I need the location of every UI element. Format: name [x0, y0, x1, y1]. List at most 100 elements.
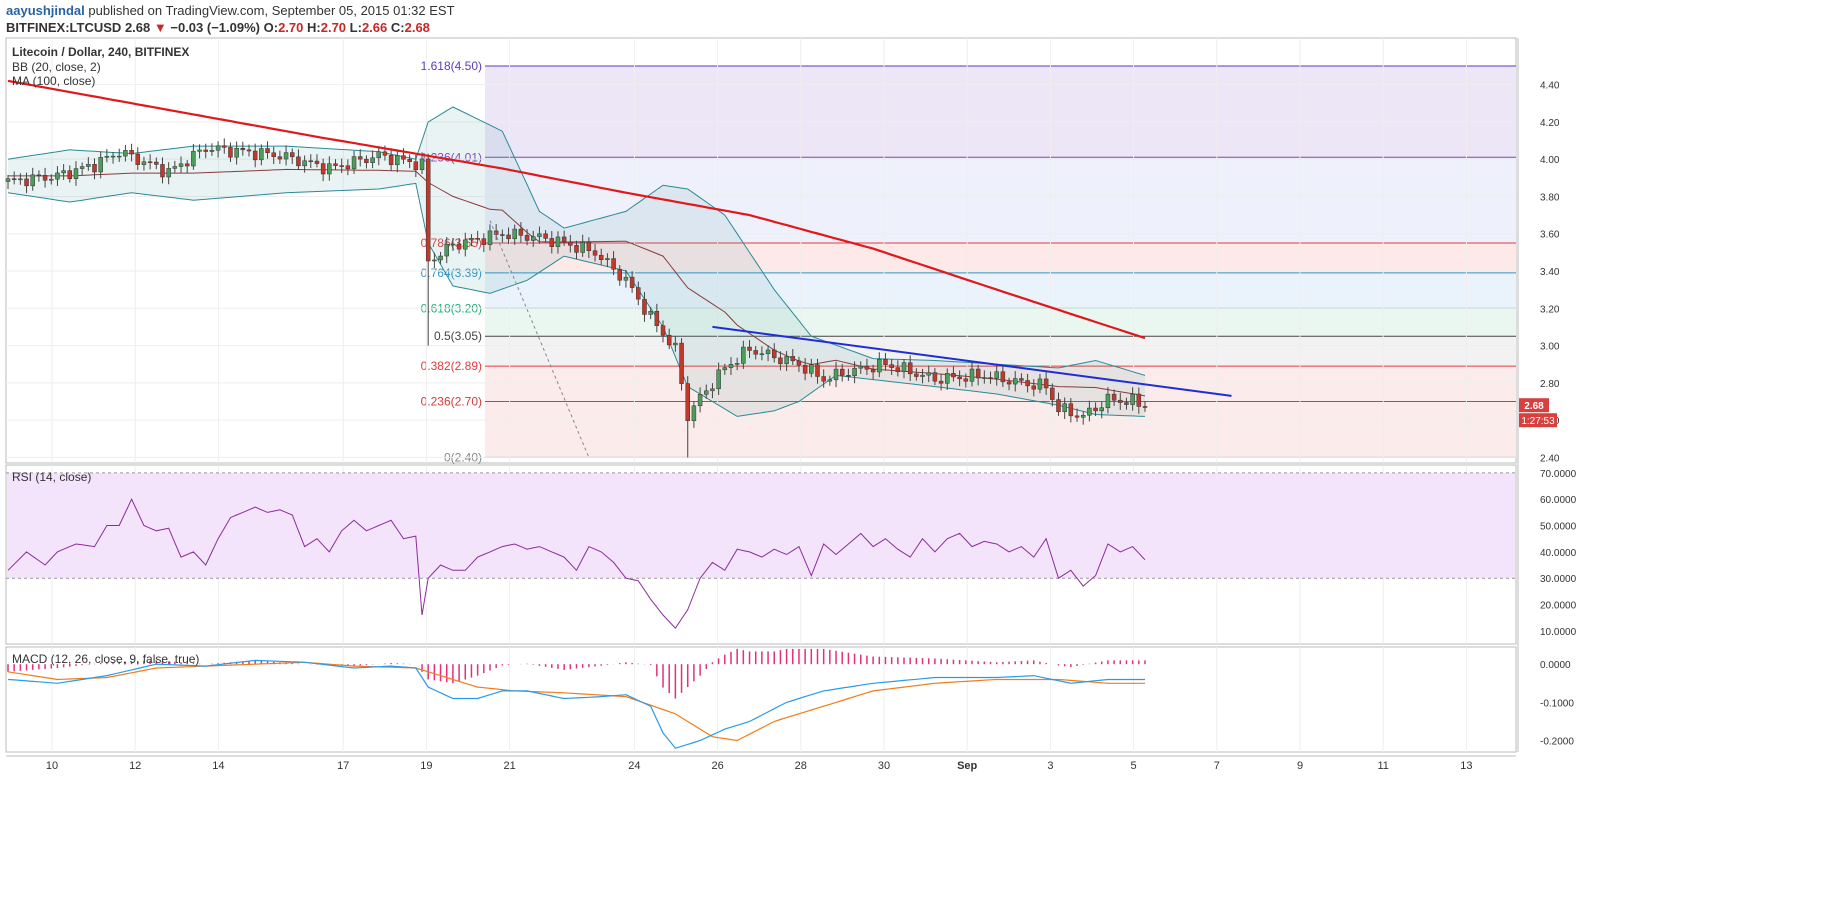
- symbol: BITFINEX:LTCUSD: [6, 20, 122, 35]
- candle-body: [1093, 407, 1098, 412]
- candle-body: [351, 156, 357, 170]
- candle-body: [296, 156, 301, 167]
- candle-body: [945, 373, 950, 384]
- fib-level-label: 1.236(4.01): [421, 150, 482, 164]
- x-tick-label: 28: [795, 760, 807, 772]
- candle-body: [957, 376, 962, 380]
- fib-level-label: 0.5(3.05): [434, 329, 482, 343]
- ma-legend: MA (100, close): [12, 74, 95, 88]
- candle-body: [129, 150, 134, 155]
- candle-body: [524, 235, 530, 241]
- candle-body: [938, 380, 944, 384]
- x-tick-label: 13: [1460, 760, 1472, 772]
- candle-body: [827, 379, 833, 382]
- candle-body: [506, 234, 511, 240]
- fib-zone: [485, 401, 1516, 458]
- rsi-tick-label: 10.0000: [1540, 627, 1577, 638]
- high-label: H:: [307, 20, 321, 35]
- candle-body: [1080, 414, 1086, 418]
- candle-body: [364, 158, 369, 163]
- rsi-line: [7, 498, 1146, 630]
- candle-body: [691, 405, 697, 421]
- candle-body: [1043, 378, 1049, 389]
- countdown-badge-text: 1:27:53: [1521, 416, 1555, 427]
- candle-body: [147, 161, 153, 163]
- rsi-band: [7, 472, 1515, 579]
- candle-body: [660, 325, 666, 336]
- candle-body: [425, 158, 431, 262]
- candle-body: [259, 148, 264, 161]
- candle-body: [617, 269, 623, 281]
- x-tick-label: 21: [503, 760, 515, 772]
- candle-body: [1000, 371, 1006, 383]
- candle-body: [86, 164, 91, 167]
- symbol-line: BITFINEX:LTCUSD 2.68 ▼ −0.03 (−1.09%) O:…: [6, 20, 430, 35]
- candle-body: [11, 178, 17, 180]
- candle-body: [926, 372, 931, 376]
- candle-body: [493, 230, 499, 235]
- candle-body: [1050, 387, 1055, 400]
- candle-body: [277, 156, 283, 160]
- candle-body: [864, 365, 870, 370]
- candle-body: [500, 234, 505, 236]
- candle-body: [265, 148, 270, 154]
- candle-body: [778, 357, 783, 365]
- candle-body: [561, 236, 567, 243]
- candle-body: [722, 367, 728, 371]
- author-link[interactable]: aayushjindal: [6, 3, 85, 18]
- candle-body: [1037, 378, 1043, 390]
- candle-body: [481, 238, 487, 245]
- rsi-tick-label: 40.0000: [1540, 548, 1577, 559]
- fib-trend-dashed-line: [489, 220, 590, 458]
- candle-body: [629, 276, 635, 288]
- candle-body: [320, 163, 326, 175]
- ma100-line: [7, 79, 1146, 340]
- fib-zone: [485, 366, 1516, 402]
- candle-body: [512, 228, 517, 240]
- close-label: C:: [390, 20, 405, 35]
- candle-body: [1136, 393, 1142, 407]
- candle-body: [543, 233, 548, 239]
- candle-body: [79, 166, 85, 169]
- candle-body: [92, 164, 97, 173]
- candle-body: [666, 334, 672, 346]
- candle-body: [104, 155, 110, 158]
- price-tick-label: 4.40: [1540, 81, 1560, 92]
- candle-body: [654, 310, 660, 326]
- candle-body: [611, 258, 616, 270]
- candle-body: [376, 151, 382, 159]
- candle-body: [833, 368, 839, 381]
- candle-body: [1062, 403, 1067, 413]
- candle-body: [314, 160, 320, 164]
- candle-body: [339, 165, 344, 167]
- candle-body: [450, 243, 456, 246]
- x-tick-label: 24: [628, 760, 640, 772]
- candle-body: [407, 158, 412, 162]
- candle-body: [716, 369, 721, 390]
- candle-body: [1031, 385, 1037, 390]
- x-tick-label: 30: [878, 760, 890, 772]
- rsi-tick-label: 50.0000: [1540, 522, 1577, 533]
- fib-zone: [485, 157, 1516, 244]
- candle-body: [327, 163, 332, 175]
- candle-body: [18, 178, 23, 181]
- candle-body: [537, 233, 542, 237]
- candle-body: [951, 373, 956, 378]
- candle-body: [246, 149, 252, 152]
- candle-body: [784, 356, 789, 365]
- candle-body: [1025, 380, 1030, 387]
- candle-body: [969, 368, 975, 382]
- candle-body: [290, 152, 295, 158]
- last-price: 2.68: [124, 20, 151, 35]
- candle-body: [197, 149, 202, 152]
- candle-body: [932, 372, 938, 382]
- candle-body: [184, 163, 190, 167]
- candle-body: [1142, 406, 1148, 408]
- candle-body: [883, 358, 888, 365]
- candle-body: [345, 165, 351, 170]
- candle-body: [710, 388, 715, 392]
- x-tick-label: 9: [1297, 760, 1303, 772]
- candle-body: [605, 258, 610, 260]
- published-text: published on TradingView.com, September …: [88, 3, 455, 18]
